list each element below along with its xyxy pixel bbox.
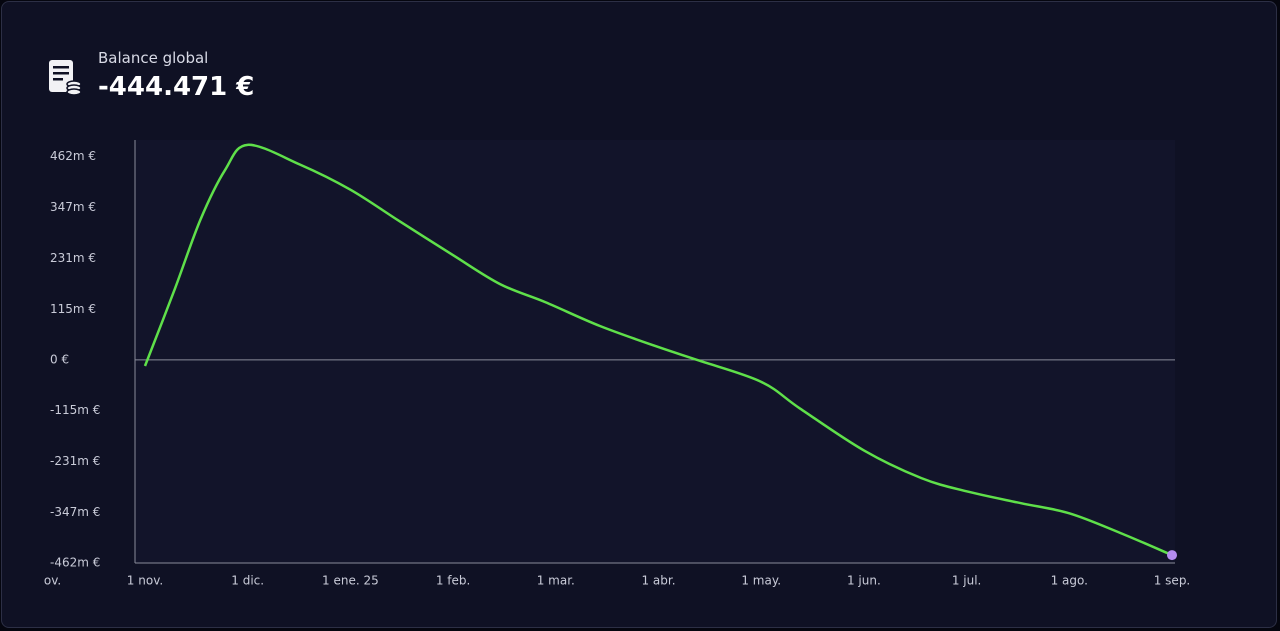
plot-area (135, 140, 1175, 563)
x-tick-label: ov. (44, 574, 61, 588)
y-tick-label: -115m € (50, 403, 100, 417)
y-tick-label: 115m € (50, 302, 96, 316)
x-tick-label: 1 jun. (847, 574, 881, 588)
x-tick-label: 1 nov. (127, 574, 163, 588)
x-tick-label: 1 jul. (952, 574, 982, 588)
x-tick-label: 1 sep. (1154, 574, 1191, 588)
x-tick-label: 1 feb. (436, 574, 471, 588)
y-tick-label: -231m € (50, 454, 100, 468)
y-tick-label: -347m € (50, 505, 100, 519)
y-tick-label: 0 € (50, 352, 69, 366)
y-tick-label: -462m € (50, 556, 100, 570)
icon (49, 60, 82, 96)
x-tick-label: 1 ago. (1051, 574, 1088, 588)
y-tick-label: 231m € (50, 251, 96, 265)
x-tick-label: 1 dic. (231, 574, 264, 588)
x-tick-label: 1 mar. (537, 574, 575, 588)
x-tick-label: 1 ene. 25 (322, 574, 379, 588)
x-tick-label: 1 may. (741, 574, 781, 588)
line (143, 143, 1173, 557)
end-marker (1167, 550, 1177, 561)
title: Balance global (98, 49, 209, 67)
balance-value: -444.471 € (98, 72, 255, 102)
x-tick-label: 1 abr. (641, 574, 675, 588)
y-tick-label: 462m € (50, 149, 96, 163)
y-tick-label: 347m € (50, 200, 96, 214)
